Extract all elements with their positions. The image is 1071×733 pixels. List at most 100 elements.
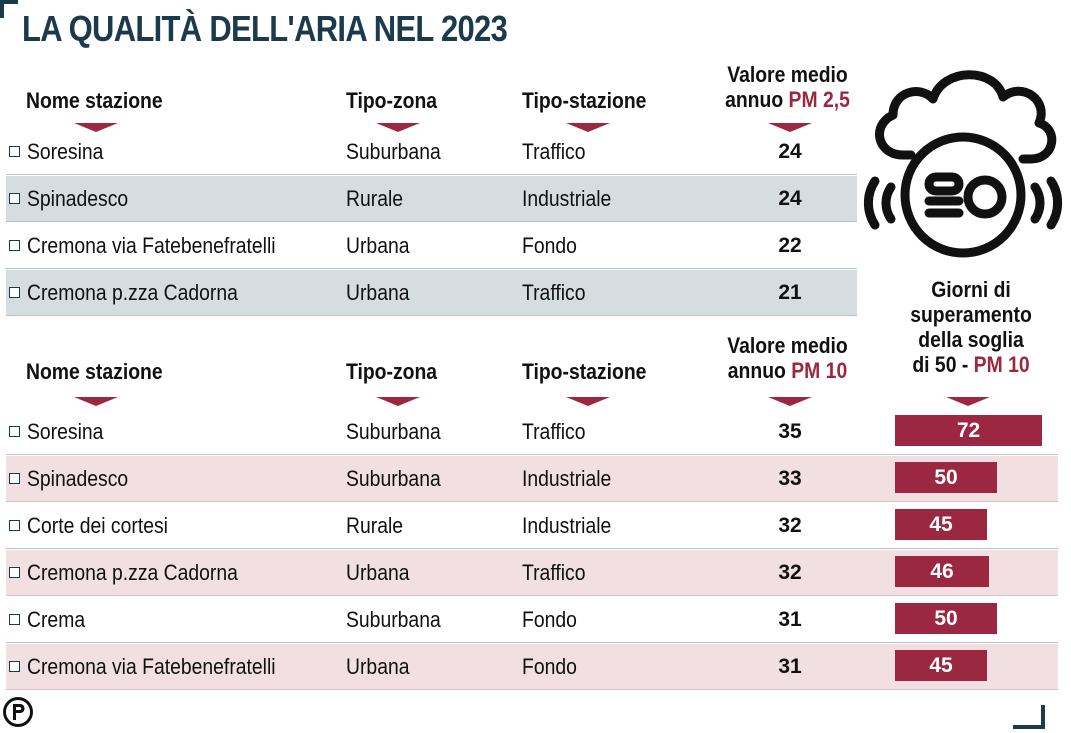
pm10-header-days-line2: superamento [910,302,1032,327]
pm10-header-value-line1: Valore medio [727,333,848,358]
station-name: Soresina [27,139,104,164]
pm25-table-row: Cremona p.zza Cadorna Urbana Traffico 21 [6,270,857,316]
pm10-header-days-line1: Giorni di [931,277,1011,302]
station-type: Fondo [522,654,577,679]
pm10-table-row: Soresina Suburbana Traffico 35 [6,409,1058,455]
pm10-days-bar: 45 [895,650,987,681]
pm10-header-days-line3: della soglia [918,327,1024,352]
pm25-table-row: Soresina Suburbana Traffico 24 [6,129,857,175]
pm10-arrow-zone [376,397,420,406]
pm10-arrow-station [566,397,610,406]
station-type: Fondo [522,233,577,258]
pm10-header-value-line2: annuo PM 10 [711,358,865,383]
pm25-value: 21 [778,281,802,304]
corner-mark-bottom-right [1013,705,1045,729]
pm10-value: 33 [778,467,802,490]
pm10-table-row: Spinadesco Suburbana Industriale 33 [6,456,1058,502]
pm25-header-value-prefix: annuo [725,87,784,112]
station-type: Fondo [522,607,577,632]
station-name: Cremona p.zza Cadorna [27,560,238,585]
corner-mark-top-left [0,0,18,18]
station-name: Cremona via Fatebenefratelli [27,233,276,258]
checkbox-icon [9,287,20,298]
zone-type: Urbana [346,280,410,305]
zone-type: Urbana [346,233,410,258]
station-name: Corte dei cortesi [27,513,168,538]
zone-type: Suburbana [346,419,441,444]
zone-type: Rurale [346,186,404,211]
pm10-arrow-value [768,397,812,406]
pm10-table-row: Crema Suburbana Fondo 31 [6,597,1058,643]
pm10-value: 31 [778,655,802,678]
pm25-header-value-pm: PM 2,5 [788,87,850,112]
pm25-header-value-line2: annuo PM 2,5 [711,87,865,112]
checkbox-icon [9,240,20,251]
station-name: Crema [27,607,86,632]
station-name: Cremona via Fatebenefratelli [27,654,276,679]
pm10-header-zone: Tipo-zona [346,359,438,384]
pm10-value: 35 [778,420,802,443]
pm10-header-days-pm: PM 10 [973,352,1030,377]
pm10-header-name: Nome stazione [26,359,163,384]
pm10-header-station: Tipo-stazione [522,359,647,384]
station-type: Traffico [522,419,586,444]
pm25-header-value-line1: Valore medio [727,62,848,87]
station-name: Cremona p.zza Cadorna [27,280,238,305]
pm25-header-name: Nome stazione [26,88,163,113]
station-type: Industriale [522,186,612,211]
station-type: Industriale [522,513,612,538]
station-name: Soresina [27,419,104,444]
checkbox-icon [9,614,20,625]
pm10-header-days: Giorni di superamento della soglia di 50… [887,277,1054,377]
pm10-table-row: Cremona p.zza Cadorna Urbana Traffico 32 [6,550,1058,596]
station-type: Traffico [522,280,586,305]
checkbox-icon [9,473,20,484]
pm10-table-row: Corte dei cortesi Rurale Industriale 32 [6,503,1058,549]
pm10-header-value-prefix: annuo [727,358,786,383]
pm10-table-row: Cremona via Fatebenefratelli Urbana Fondo 3… [6,644,1058,690]
pm10-arrow-days [946,397,990,406]
pm25-header-value: Valore medio annuo PM 2,5 [711,62,865,112]
pm25-value: 22 [778,234,802,257]
pm10-header-value-pm: PM 10 [791,358,848,383]
zone-type: Suburbana [346,466,441,491]
pm10-arrow-name [74,397,118,406]
pm10-header-days-prefix: di 50 - [912,352,969,377]
station-name: Spinadesco [27,186,129,211]
zone-type: Suburbana [346,607,441,632]
station-type: Traffico [522,560,586,585]
zone-type: Urbana [346,560,410,585]
p-logo-icon [2,696,34,728]
pm10-days-bar: 72 [895,415,1042,446]
pm25-arrow-value [768,123,812,132]
pm25-value: 24 [778,140,802,163]
pm10-days-bar: 45 [895,509,987,540]
checkbox-icon [9,520,20,531]
pm25-value: 24 [778,187,802,210]
checkbox-icon [9,567,20,578]
pm10-header-value: Valore medio annuo PM 10 [711,333,865,383]
pm25-header-station: Tipo-stazione [522,88,647,113]
pm25-arrow-station [566,123,610,132]
pm25-table-row: Spinadesco Rurale Industriale 24 [6,176,857,222]
pm10-days-bar: 50 [895,462,997,493]
pm10-days-bar: 50 [895,603,997,634]
checkbox-icon [9,146,20,157]
pm25-table-row: Cremona via Fatebenefratelli Urbana Fondo 2… [6,223,857,269]
pm25-arrow-zone [376,123,420,132]
zone-type: Suburbana [346,139,441,164]
zone-type: Urbana [346,654,410,679]
station-type: Traffico [522,139,586,164]
checkbox-icon [9,426,20,437]
station-name: Spinadesco [27,466,129,491]
pm10-header-days-line4: di 50 - PM 10 [887,352,1054,377]
cloud-sensor-icon [863,63,1063,273]
pm25-header-zone: Tipo-zona [346,88,438,113]
pm10-value: 32 [778,561,802,584]
checkbox-icon [9,193,20,204]
pm10-days-bar: 46 [895,556,989,587]
pm10-value: 32 [778,514,802,537]
station-type: Industriale [522,466,612,491]
pm10-value: 31 [778,608,802,631]
pm25-arrow-name [74,123,118,132]
